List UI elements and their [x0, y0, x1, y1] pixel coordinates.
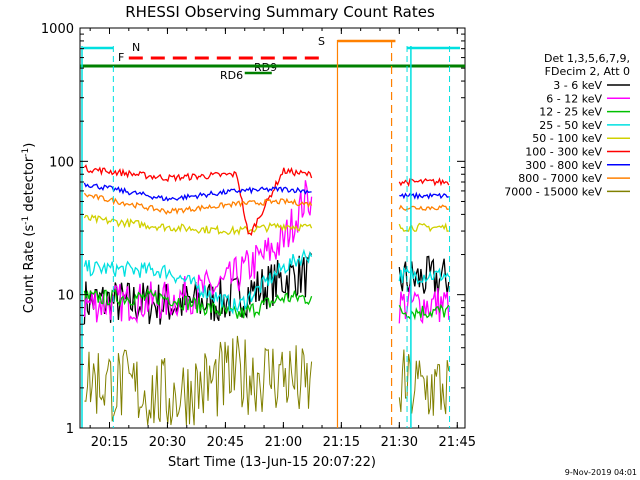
annotation-f: F — [118, 51, 124, 64]
legend-label: 6 - 12 keV — [546, 92, 602, 105]
x-tick-label: 20:15 — [91, 435, 128, 450]
y-axis-label: Count Rate (s-1 detector-1) — [21, 143, 37, 314]
x-tick-label: 20:45 — [207, 435, 244, 450]
plot-frame — [79, 27, 466, 429]
x-axis-label: Start Time (13-Jun-15 20:07:22) — [168, 455, 376, 470]
annotation-rd6: RD6 — [220, 69, 243, 82]
legend-label: 100 - 300 keV — [525, 146, 602, 159]
series-line-5 — [83, 164, 450, 236]
y-tick-label: 100 — [49, 155, 74, 170]
chart-title: RHESSI Observing Summary Count Rates — [125, 3, 435, 21]
annotation-s: S — [318, 35, 325, 48]
legend-header-2: FDecim 2, Att 0 — [545, 65, 630, 78]
x-tick-label: 21:15 — [323, 435, 360, 450]
legend-label: 7000 - 15000 keV — [504, 185, 602, 198]
series-line-8 — [84, 335, 450, 426]
x-tick-label: 21:00 — [265, 435, 302, 450]
plot-annotation-layer: N F S RD9 RD6 — [80, 35, 465, 428]
y-tick-label: 10 — [57, 289, 74, 304]
x-tick-label: 21:30 — [381, 435, 418, 450]
legend-label: 25 - 50 keV — [539, 119, 602, 132]
y-tick-label: 1000 — [41, 22, 74, 37]
timestamp: 9-Nov-2019 04:01 — [565, 468, 637, 477]
axis-ticks: 20:15 20:30 20:45 21:00 21:15 21:30 21:45 1 10 10… — [41, 22, 476, 450]
legend-label: 800 - 7000 keV — [518, 172, 602, 185]
legend-label: 12 - 25 keV — [539, 106, 602, 119]
y-tick-label: 1 — [66, 422, 74, 437]
legend-label: 300 - 800 keV — [525, 159, 602, 172]
legend: Det 1,3,5,6,7,9, FDecim 2, Att 0 3 - 6 k… — [504, 52, 630, 198]
legend-label: 3 - 6 keV — [553, 79, 602, 92]
x-tick-label: 21:45 — [439, 435, 476, 450]
annotation-n: N — [132, 41, 140, 54]
legend-label: 50 - 100 keV — [532, 132, 602, 145]
legend-header-1: Det 1,3,5,6,7,9, — [544, 52, 630, 65]
x-tick-label: 20:30 — [149, 435, 186, 450]
